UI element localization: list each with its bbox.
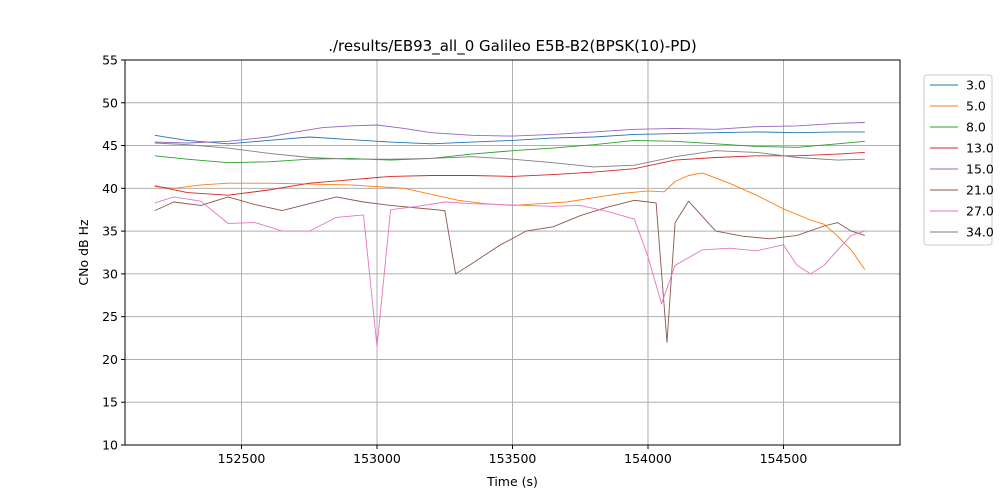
series-line-15.0 (154, 122, 865, 144)
grid (125, 59, 900, 446)
x-tick-label: 153500 (489, 451, 537, 466)
x-tick-label: 153000 (353, 451, 401, 466)
y-tick-label: 10 (102, 438, 118, 453)
chart-title: ./results/EB93_all_0 Galileo E5B-B2(BPSK… (328, 37, 697, 56)
x-tick-label: 152500 (218, 451, 266, 466)
y-tick-label: 50 (102, 95, 118, 110)
legend-label: 8.0 (966, 120, 986, 135)
x-tick-label: 154500 (760, 451, 808, 466)
axis-ticks: 152500 153000 153500 154000 154500 10 15 20 25 30… (102, 53, 807, 467)
legend-label: 34.0 (966, 225, 994, 240)
y-tick-label: 15 (102, 395, 118, 410)
y-tick-label: 45 (102, 138, 118, 153)
y-tick-label: 20 (102, 352, 118, 367)
y-tick-label: 30 (102, 266, 118, 281)
legend-label: 3.0 (966, 78, 986, 93)
series-line-8.0 (154, 139, 865, 164)
legend-label: 21.0 (966, 183, 994, 198)
legend-label: 15.0 (966, 162, 994, 177)
series-line-27.0 (154, 196, 865, 348)
series-line-13.0 (154, 151, 865, 196)
y-tick-label: 55 (102, 53, 118, 68)
x-tick-label: 154000 (624, 451, 672, 466)
series-lines (154, 122, 866, 348)
y-tick-label: 35 (102, 224, 118, 239)
series-line-21.0 (154, 196, 865, 343)
series-line-3.0 (154, 131, 865, 145)
x-axis-label: Time (s) (486, 474, 538, 489)
legend: 3.0 5.0 8.0 13.0 15.0 21.0 27.0 34.0 (923, 74, 994, 246)
series-line-34.0 (154, 142, 865, 168)
y-axis-label: CNo dB Hz (76, 219, 91, 286)
legend-label: 5.0 (966, 99, 986, 114)
y-tick-label: 25 (102, 309, 118, 324)
legend-label: 13.0 (966, 141, 994, 156)
y-tick-label: 40 (102, 181, 118, 196)
legend-label: 27.0 (966, 204, 994, 219)
legend-box (923, 74, 993, 246)
